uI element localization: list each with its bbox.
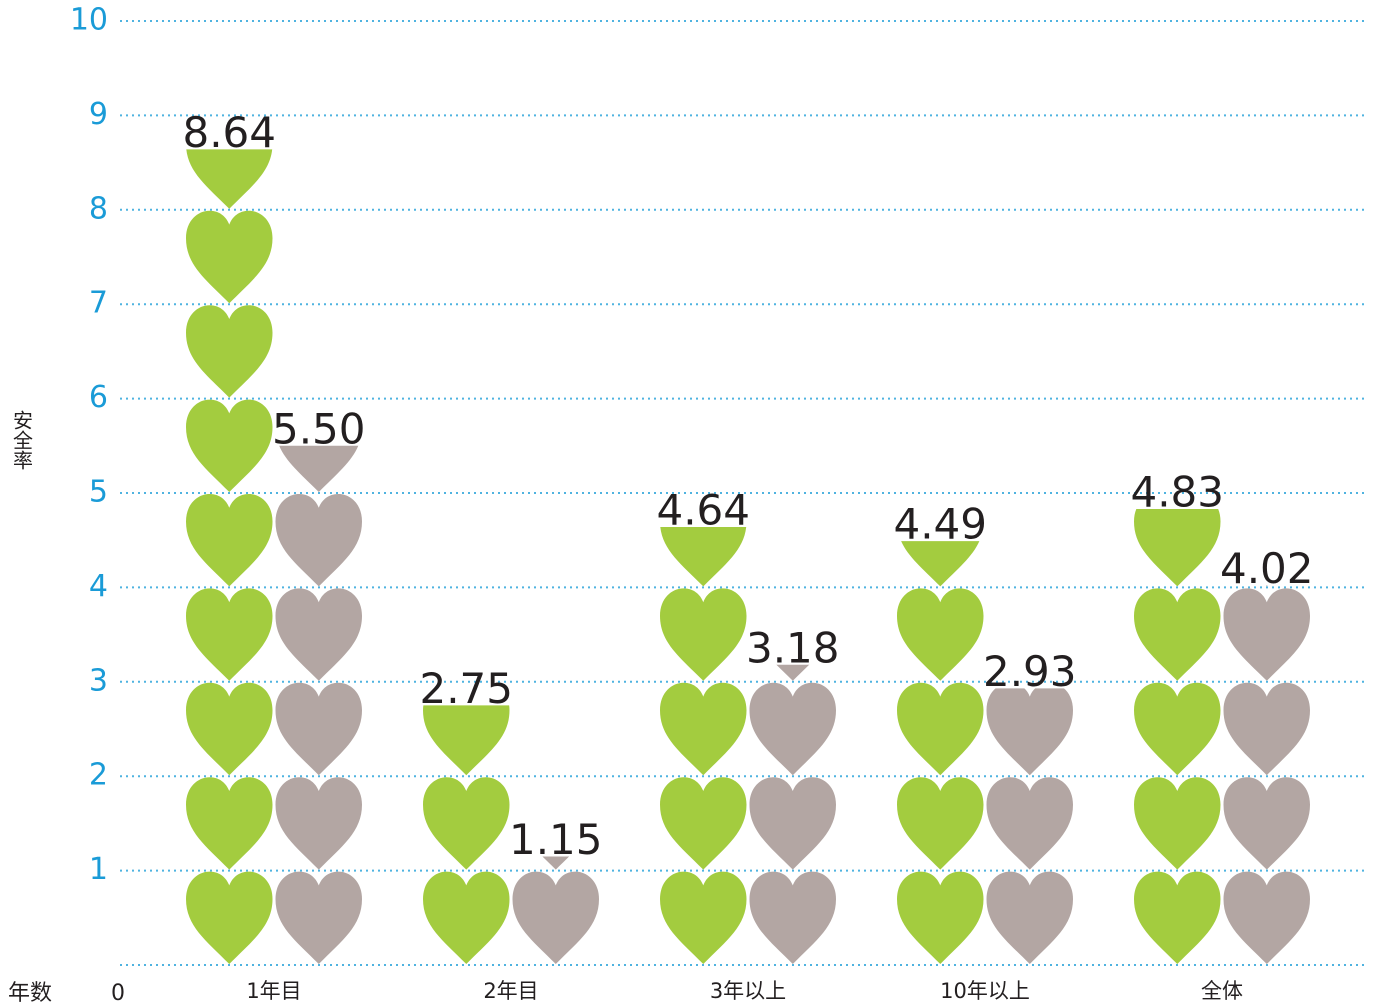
- heart: [186, 777, 273, 870]
- heart: [186, 305, 273, 398]
- pictogram-bar: [1134, 509, 1221, 964]
- y-tick-label: 9: [89, 97, 108, 132]
- pictogram-bar: [186, 149, 273, 964]
- x-tick-label: 全体: [1201, 979, 1243, 1003]
- heart: [275, 588, 362, 681]
- heart: [186, 399, 273, 492]
- value-label: 4.02: [1220, 544, 1314, 593]
- heart: [901, 541, 980, 587]
- pictogram-bar: [512, 856, 599, 964]
- heart: [186, 682, 273, 776]
- x-axis-title: 年数: [8, 981, 52, 1006]
- heart: [1223, 871, 1310, 964]
- pictogram-bar: [897, 541, 984, 964]
- heart: [1134, 682, 1221, 776]
- heart: [186, 210, 273, 304]
- heart: [986, 777, 1073, 870]
- heart: [542, 856, 570, 870]
- heart: [749, 682, 836, 776]
- heart: [749, 777, 836, 870]
- pictogram-bar: [749, 664, 836, 964]
- heart: [275, 682, 362, 776]
- y-tick-label: 3: [89, 663, 108, 698]
- heart: [423, 705, 510, 776]
- heart: [897, 588, 984, 681]
- heart: [1223, 777, 1310, 870]
- value-label: 3.18: [746, 623, 840, 672]
- y-tick-label: 1: [89, 852, 108, 887]
- heart: [186, 871, 273, 964]
- heart: [897, 682, 984, 776]
- value-label: 2.75: [419, 664, 513, 713]
- heart: [186, 149, 273, 209]
- x-tick-label: 10年以上: [940, 979, 1030, 1003]
- pictogram-bar: [275, 445, 362, 964]
- heart: [423, 871, 510, 964]
- y-tick-label: 6: [89, 380, 108, 415]
- pictogram-bar: [986, 688, 1073, 964]
- heart: [897, 777, 984, 870]
- heart: [1223, 682, 1310, 776]
- heart: [1134, 777, 1221, 870]
- y-tick-label: 4: [89, 569, 108, 604]
- pictogram-bar: [660, 526, 747, 964]
- heart: [986, 871, 1073, 964]
- y-axis-title: 安全率: [10, 410, 34, 470]
- heart: [660, 526, 747, 587]
- y-tick-label: 0: [111, 981, 125, 1006]
- heart: [275, 777, 362, 870]
- heart: [1265, 585, 1268, 587]
- heart: [660, 871, 747, 964]
- y-tick-label: 10: [70, 3, 108, 38]
- value-label: 1.15: [509, 815, 603, 864]
- heart: [275, 871, 362, 964]
- heart: [660, 682, 747, 776]
- heart: [275, 494, 362, 587]
- heart: [423, 777, 510, 870]
- y-tick-label: 7: [89, 286, 108, 321]
- heart: [897, 871, 984, 964]
- x-tick-label: 3年以上: [710, 979, 786, 1003]
- heart: [512, 871, 599, 964]
- heart: [986, 688, 1073, 776]
- heart: [660, 777, 747, 870]
- heart: [1134, 509, 1221, 587]
- value-label: 4.83: [1130, 468, 1224, 517]
- y-tick-label: 8: [89, 191, 108, 226]
- heart: [186, 588, 273, 681]
- heart: [776, 664, 810, 681]
- heart: [279, 445, 359, 492]
- value-label: 4.64: [656, 485, 750, 534]
- heart: [186, 494, 273, 587]
- heart: [1134, 871, 1221, 964]
- heart: [1223, 588, 1310, 681]
- x-tick-label: 1年目: [246, 979, 301, 1003]
- pictogram-bar: [1223, 585, 1310, 964]
- heart: [749, 871, 836, 964]
- y-tick-label: 2: [89, 758, 108, 793]
- y-tick-label: 5: [89, 475, 108, 510]
- value-label: 8.64: [182, 108, 276, 157]
- pictogram-bar: [423, 705, 510, 964]
- value-label: 2.93: [983, 647, 1077, 696]
- heart: [1134, 588, 1221, 681]
- heart: [660, 588, 747, 681]
- value-label: 5.50: [272, 404, 366, 453]
- x-tick-label: 2年目: [483, 979, 538, 1003]
- value-label: 4.49: [893, 500, 987, 549]
